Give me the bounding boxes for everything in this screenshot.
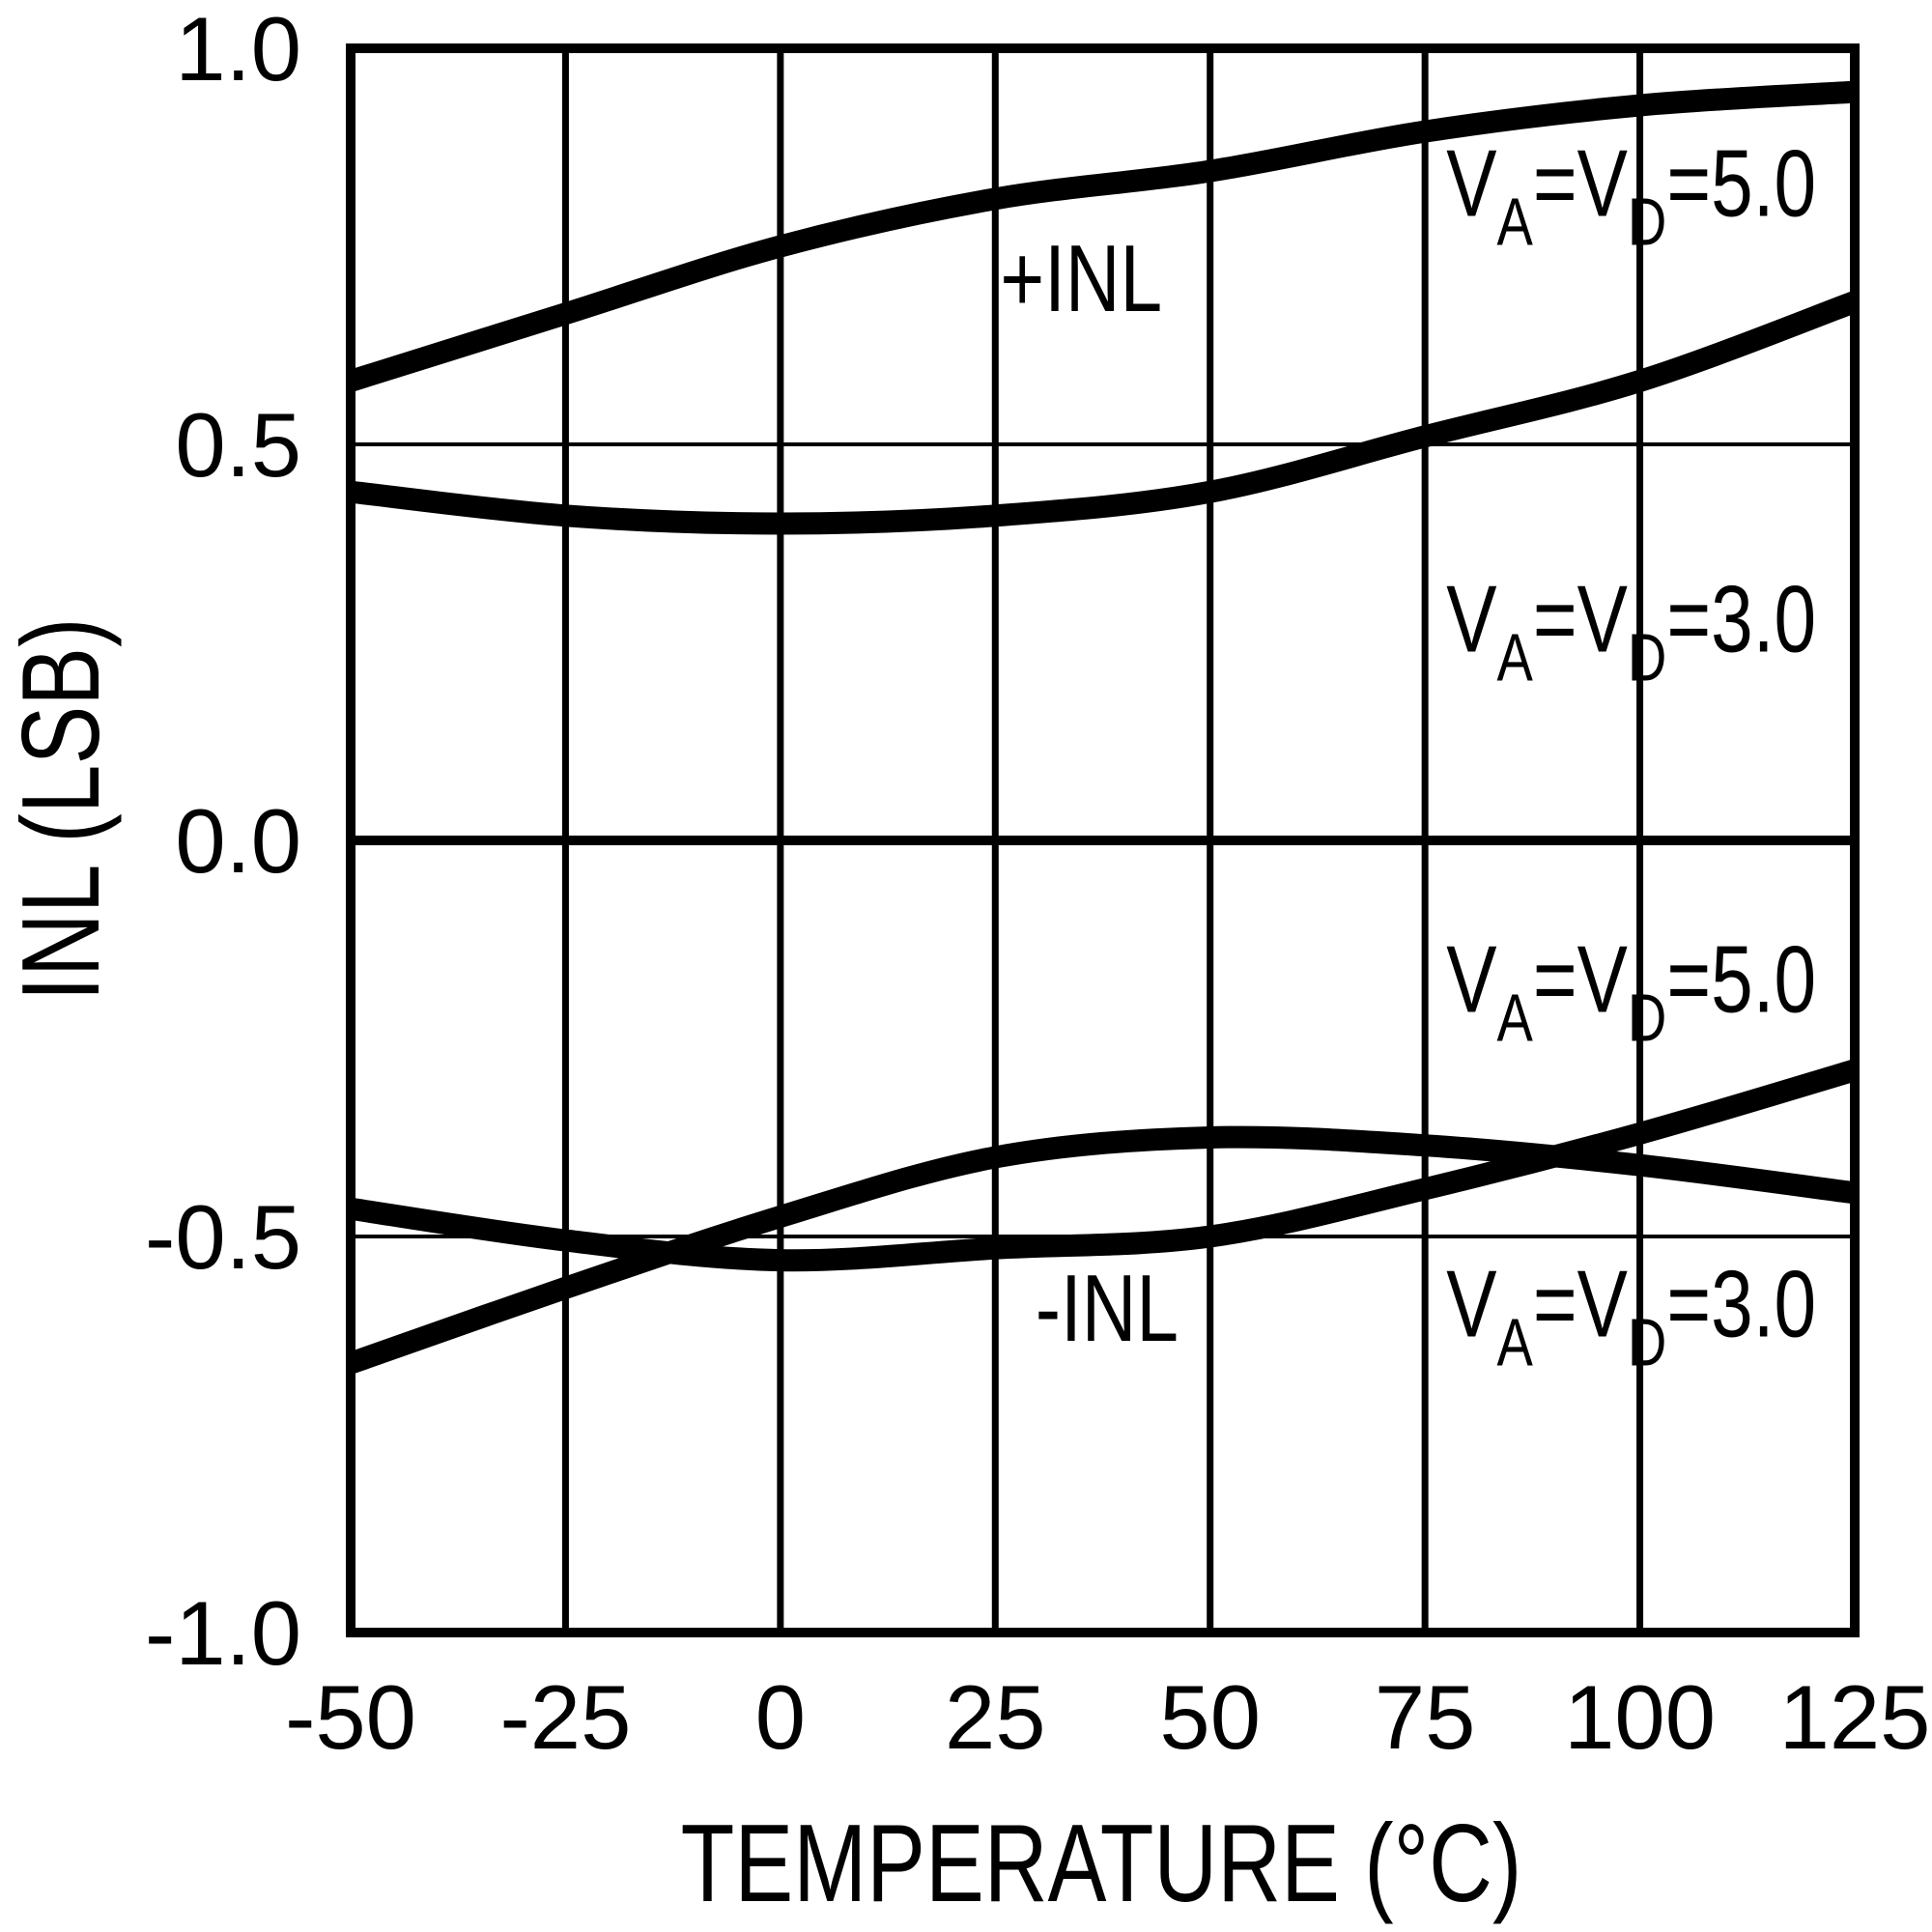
minus-inl-label: -INL xyxy=(1036,1255,1179,1360)
x-tick-label--50: -50 xyxy=(285,1666,416,1768)
y-tick-label-1: 1.0 xyxy=(175,0,301,99)
x-axis-title: TEMPERATURE (°C) xyxy=(681,1802,1522,1924)
x-tick-label-0: 0 xyxy=(755,1666,806,1768)
curves xyxy=(347,80,1859,1375)
y-tick-label--1: -1.0 xyxy=(145,1582,301,1684)
x-tick-label-25: 25 xyxy=(945,1666,1046,1768)
y-tick-label-0: 0.0 xyxy=(175,790,301,892)
y-tick-label-0.5: 0.5 xyxy=(175,394,301,496)
x-tick-label-100: 100 xyxy=(1564,1666,1716,1768)
curve-inl-va-vd-3-0 xyxy=(349,291,1859,535)
curve-annotations: +INL VA=VD=5.0 VA=VD=3.0 VA=VD=5.0 -INL VA=VD… xyxy=(1000,130,1816,1380)
x-tick-label-75: 75 xyxy=(1375,1666,1476,1768)
x-tick-label--25: -25 xyxy=(499,1666,631,1768)
va-vd-3p0-mid-label: VA=VD=3.0 xyxy=(1446,566,1816,696)
plot-border xyxy=(346,43,1860,1637)
x-tick-label-50: 50 xyxy=(1159,1666,1261,1768)
x-axis-tick-labels: -50 -25 0 25 50 75 100 125 xyxy=(285,1666,1930,1768)
curve-inl-va-vd-3-0 xyxy=(347,1125,1857,1375)
va-vd-5p0-low-label: VA=VD=5.0 xyxy=(1446,926,1816,1056)
y-axis-tick-labels: 1.0 0.5 0.0 -0.5 -1.0 xyxy=(145,0,301,1684)
plus-inl-label: +INL xyxy=(1000,225,1162,330)
va-vd-3p0-bot-label: VA=VD=3.0 xyxy=(1446,1251,1816,1380)
y-axis-title: INL (LSB) xyxy=(0,618,122,1002)
curve-inl-va-vd-5-0 xyxy=(347,80,1856,392)
y-tick-label--0.5: -0.5 xyxy=(145,1186,301,1288)
curve-inl-va-vd-5-0 xyxy=(349,1059,1859,1272)
x-tick-label-125: 125 xyxy=(1779,1666,1931,1768)
va-vd-5p0-top-label: VA=VD=5.0 xyxy=(1446,130,1816,260)
